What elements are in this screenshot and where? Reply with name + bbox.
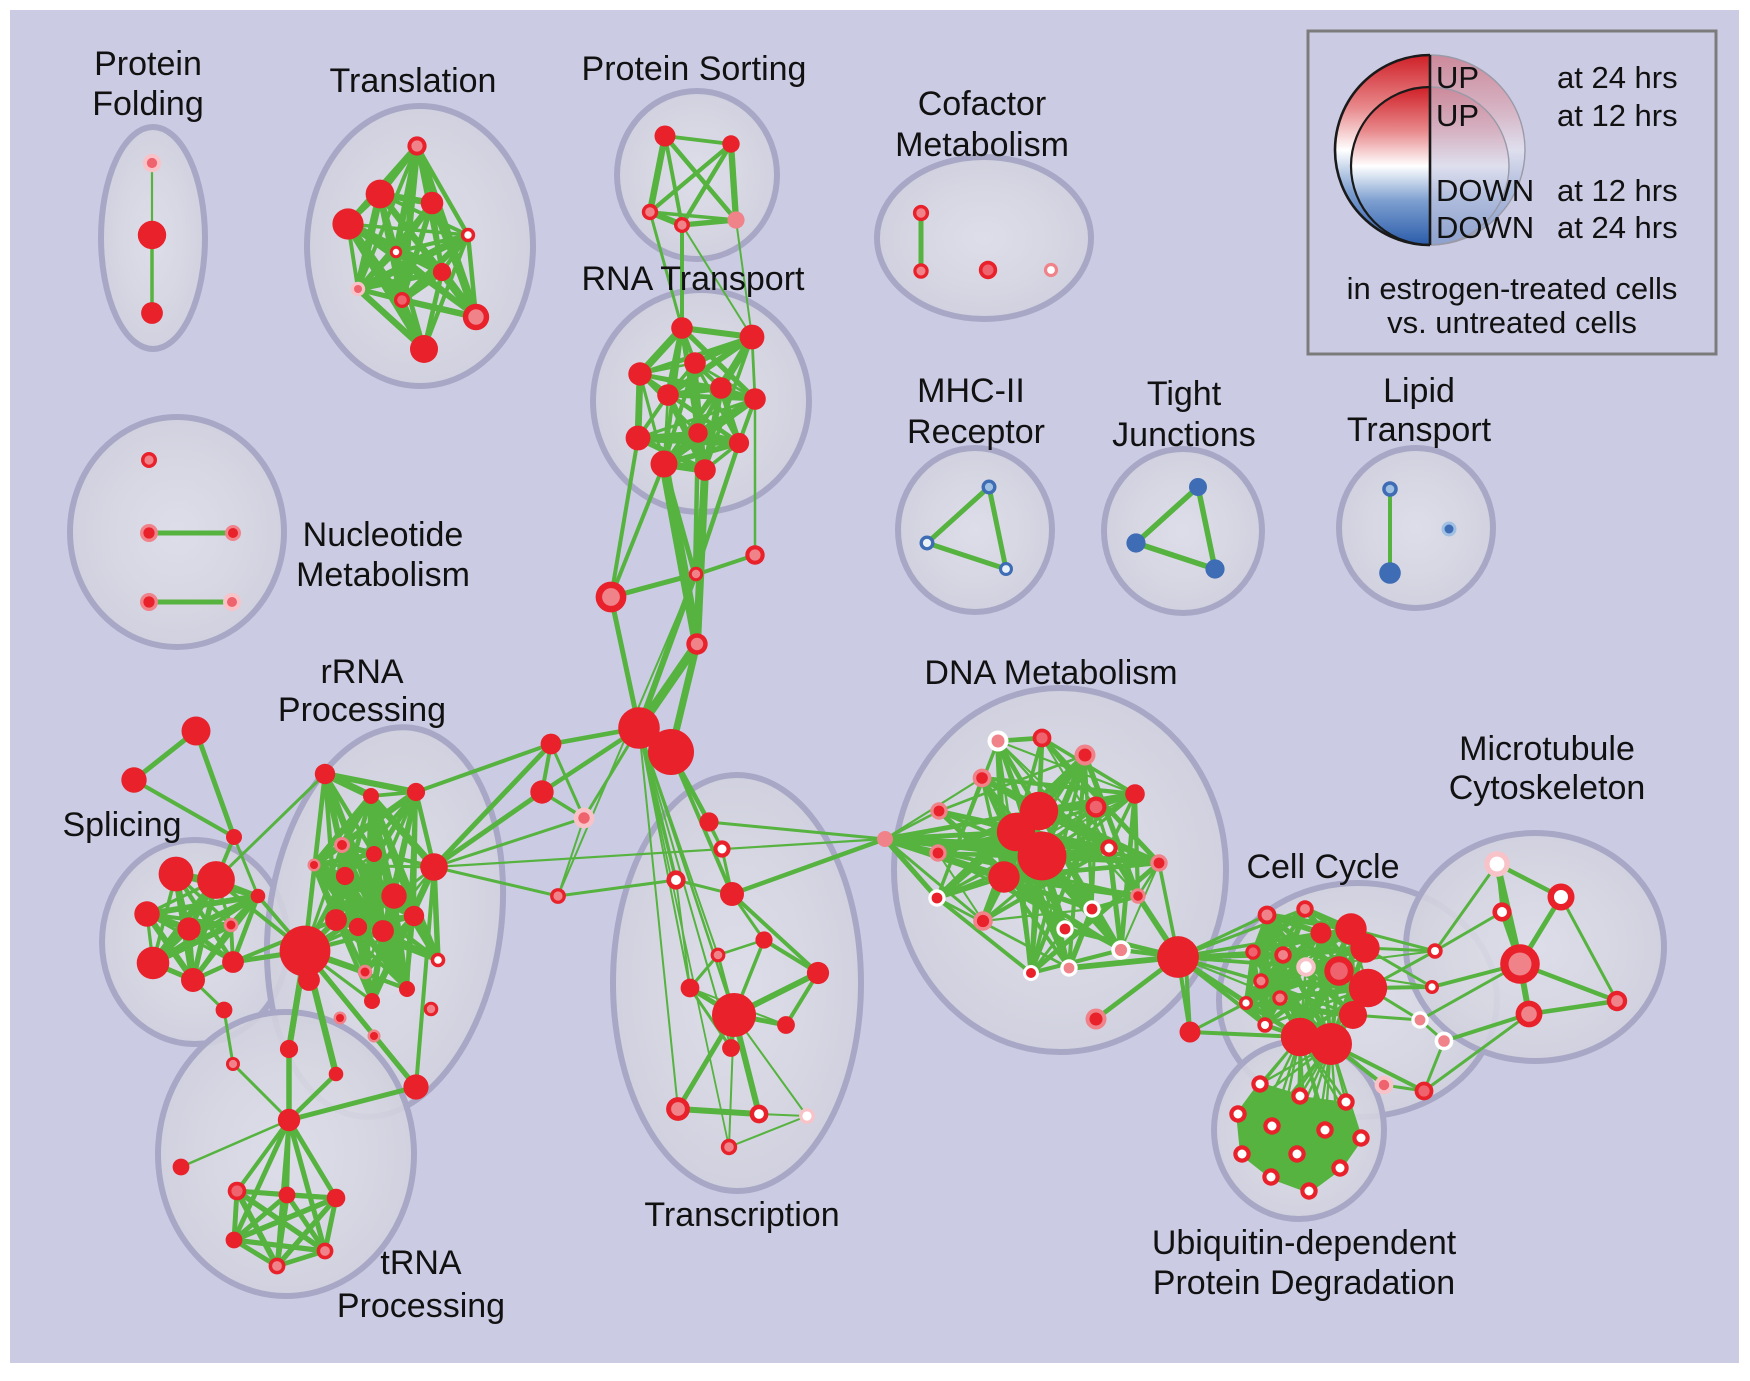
svg-text:RNA Transport: RNA Transport — [582, 260, 806, 298]
svg-text:Metabolism: Metabolism — [296, 556, 470, 594]
svg-text:DNA Metabolism: DNA Metabolism — [924, 654, 1177, 692]
svg-text:at 24 hrs: at 24 hrs — [1557, 60, 1678, 95]
svg-text:Nucleotide: Nucleotide — [303, 516, 464, 554]
svg-text:UP: UP — [1436, 60, 1479, 95]
svg-text:in estrogen-treated cells: in estrogen-treated cells — [1347, 271, 1678, 306]
svg-text:Tight: Tight — [1147, 375, 1222, 413]
svg-text:Receptor: Receptor — [907, 413, 1045, 451]
svg-text:Cofactor: Cofactor — [918, 85, 1047, 123]
svg-text:Cytoskeleton: Cytoskeleton — [1449, 769, 1646, 807]
svg-text:Processing: Processing — [337, 1287, 505, 1325]
svg-text:Processing: Processing — [278, 691, 446, 729]
svg-text:Lipid: Lipid — [1383, 372, 1455, 410]
svg-text:Metabolism: Metabolism — [895, 126, 1069, 164]
svg-text:Protein Sorting: Protein Sorting — [582, 50, 807, 88]
svg-text:DOWN: DOWN — [1436, 173, 1534, 208]
svg-text:Folding: Folding — [92, 85, 204, 123]
svg-text:tRNA: tRNA — [380, 1244, 462, 1282]
svg-text:Protein: Protein — [94, 45, 202, 83]
svg-text:Microtubule: Microtubule — [1459, 730, 1635, 768]
svg-text:at 12 hrs: at 12 hrs — [1557, 98, 1678, 133]
svg-text:at 24 hrs: at 24 hrs — [1557, 210, 1678, 245]
svg-text:Junctions: Junctions — [1112, 416, 1256, 454]
svg-text:Protein Degradation: Protein Degradation — [1153, 1264, 1455, 1302]
svg-text:Splicing: Splicing — [62, 806, 181, 844]
svg-text:Ubiquitin-dependent: Ubiquitin-dependent — [1152, 1224, 1457, 1262]
svg-text:Transcription: Transcription — [644, 1196, 839, 1234]
svg-text:Transport: Transport — [1347, 411, 1492, 449]
svg-text:Cell Cycle: Cell Cycle — [1246, 848, 1399, 886]
svg-text:Translation: Translation — [330, 62, 497, 100]
svg-text:rRNA: rRNA — [320, 653, 403, 691]
svg-text:vs. untreated cells: vs. untreated cells — [1387, 305, 1637, 340]
svg-text:DOWN: DOWN — [1436, 210, 1534, 245]
svg-text:MHC-II: MHC-II — [917, 372, 1025, 410]
svg-text:UP: UP — [1436, 98, 1479, 133]
svg-text:at 12 hrs: at 12 hrs — [1557, 173, 1678, 208]
